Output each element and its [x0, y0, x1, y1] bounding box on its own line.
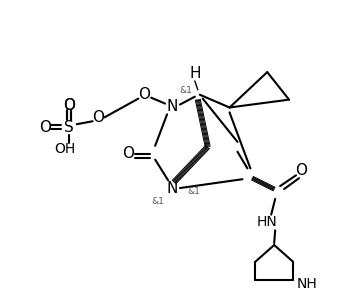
- Text: O: O: [295, 163, 307, 178]
- Text: S: S: [64, 120, 74, 135]
- Text: &1: &1: [179, 86, 192, 95]
- Text: O: O: [63, 98, 75, 113]
- Text: O: O: [93, 110, 104, 125]
- Text: O: O: [39, 120, 51, 135]
- Text: OH: OH: [54, 142, 76, 156]
- Text: O: O: [63, 98, 75, 113]
- Text: &1: &1: [152, 197, 164, 206]
- Text: NH: NH: [297, 277, 317, 291]
- Text: H: H: [189, 66, 201, 81]
- Text: N: N: [166, 99, 178, 114]
- Text: &1: &1: [187, 188, 200, 196]
- Text: HN: HN: [257, 216, 278, 229]
- Text: N: N: [166, 181, 178, 196]
- Text: O: O: [138, 87, 150, 102]
- Text: O: O: [122, 146, 134, 161]
